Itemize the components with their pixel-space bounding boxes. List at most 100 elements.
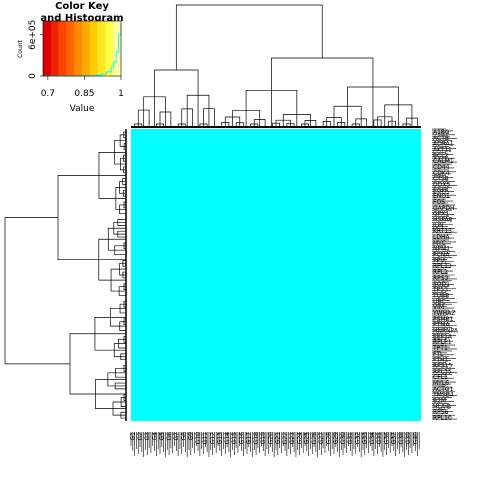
column-label: G35 [376,432,383,444]
column-label: G14 [224,432,231,444]
heatmap-body [131,129,421,421]
row-labels: A1BGACTBADRA1AKT11BCL2CALM1CD44CDK4CTSBD… [432,128,459,422]
column-label: G4 [151,432,158,441]
column-label: G24 [296,432,303,444]
column-dendrogram-root [175,4,323,70]
color-key-y-tick-label: 0 [28,73,38,79]
row-label: GAPDH [433,205,455,212]
row-label: YWHAZ [432,310,455,317]
row-label: TP53 [432,287,448,294]
column-label: G29 [333,432,340,444]
row-label: FTL [433,351,444,358]
column-label: G40 [412,432,419,444]
color-key-x-tick-label: 1 [118,89,124,99]
gradient-swatch [113,21,122,76]
row-label: CD44 [433,164,450,171]
row-label: ACTB [433,135,449,142]
row-label: HLA-B [433,403,451,410]
color-key-gradient [43,21,122,76]
column-label: G8 [180,432,187,441]
row-label: EEF1A [433,333,453,340]
color-key-ylabel: Count [17,39,24,57]
column-label: G17 [246,432,253,444]
row-label: RPS6 [433,409,449,416]
row-label: UBC [433,298,446,305]
row-label: ENO1 [433,193,450,200]
row-label: TUBB [432,292,449,299]
row-label: B2M [433,398,446,405]
row-label: PTMA [433,322,450,329]
row-label: RPS3 [433,275,449,282]
column-label: G5 [159,432,166,441]
column-labels: G1 G2 G3 G4 G5 G6 G7 G8 G9 G10 G11 G12 G13 G14 G15 G16 G… [130,432,420,457]
row-label: HNRNPA [433,327,459,334]
gradient-swatch [66,21,75,76]
row-label: VIM [433,304,444,311]
column-dendrogram-branch [154,69,199,126]
row-dendrogram-branch [69,333,126,395]
column-label: G26 [311,432,318,444]
color-key-y-axis: 0 6e+05 [28,20,43,79]
row-label: AKT11 [433,146,452,153]
row-label: TPT1 [432,345,448,352]
row-label: RPL2 [433,269,448,276]
row-label: EGFR [433,187,449,194]
row-label: PPIA [433,257,447,264]
row-label: DDX5 [433,181,450,188]
column-label: G18 [253,432,260,444]
column-label: G33 [362,432,369,444]
row-label: BCL2 [433,152,449,159]
column-label: G9 [188,432,195,441]
row-label: RPLP1 [433,339,452,346]
column-label: G1 [130,432,137,441]
row-label: CALM1 [433,158,454,165]
column-label: G7 [173,432,180,441]
gradient-swatch [43,21,52,76]
gradient-swatch [89,21,98,76]
row-label: LDHA [433,234,450,241]
row-label: JUN [432,222,444,229]
row-label: CFL1 [433,374,448,381]
row-label: FOS [433,199,445,206]
row-label: MYC [433,240,446,247]
row-label: NPM1 [433,246,450,253]
column-dendrogram-branch [271,57,374,126]
row-label: TMSB4 [432,392,454,399]
gradient-swatch [50,21,59,76]
column-label: G6 [166,432,173,441]
gradient-swatch [82,21,91,76]
row-label: HSPA8 [433,217,453,224]
row-label: CTSB [433,176,449,183]
color-key: Color Key and Histogram 0.7 0.85 1 06e+05 … [17,1,124,114]
color-key-frame [42,20,122,77]
row-label: GPX1 [433,211,449,218]
row-label: ADRA1 [433,141,454,148]
column-dendrogram [134,4,418,126]
column-label: G10 [195,432,202,444]
gradient-swatch [97,21,106,76]
row-label: ACTG1 [433,386,454,393]
gradient-swatch [74,21,83,76]
row-label: A1BG [433,129,450,136]
color-key-x-axis: 0.7 0.85 1 [41,76,124,99]
column-label: G16 [238,432,245,444]
color-key-xlabel: Value [70,104,95,114]
column-label: G32 [354,432,361,444]
gradient-swatch [105,21,114,76]
color-key-x-tick-label: 0.85 [74,89,94,99]
column-label: G15 [231,432,238,444]
column-label: G11 [202,432,209,444]
column-label: G38 [398,432,405,444]
column-label: G2 [137,432,144,441]
color-key-title-line1: Color Key [55,1,109,12]
row-label: RPL35 [433,368,452,375]
row-label: PSMB1 [433,316,454,323]
column-label: G3 [144,432,151,441]
column-label: G19 [260,432,267,444]
column-label: G12 [209,432,216,444]
row-dendrogram-root [4,217,70,365]
column-label: G28 [325,432,332,444]
row-label: RPS15 [433,363,452,370]
column-label: G25 [304,432,311,444]
